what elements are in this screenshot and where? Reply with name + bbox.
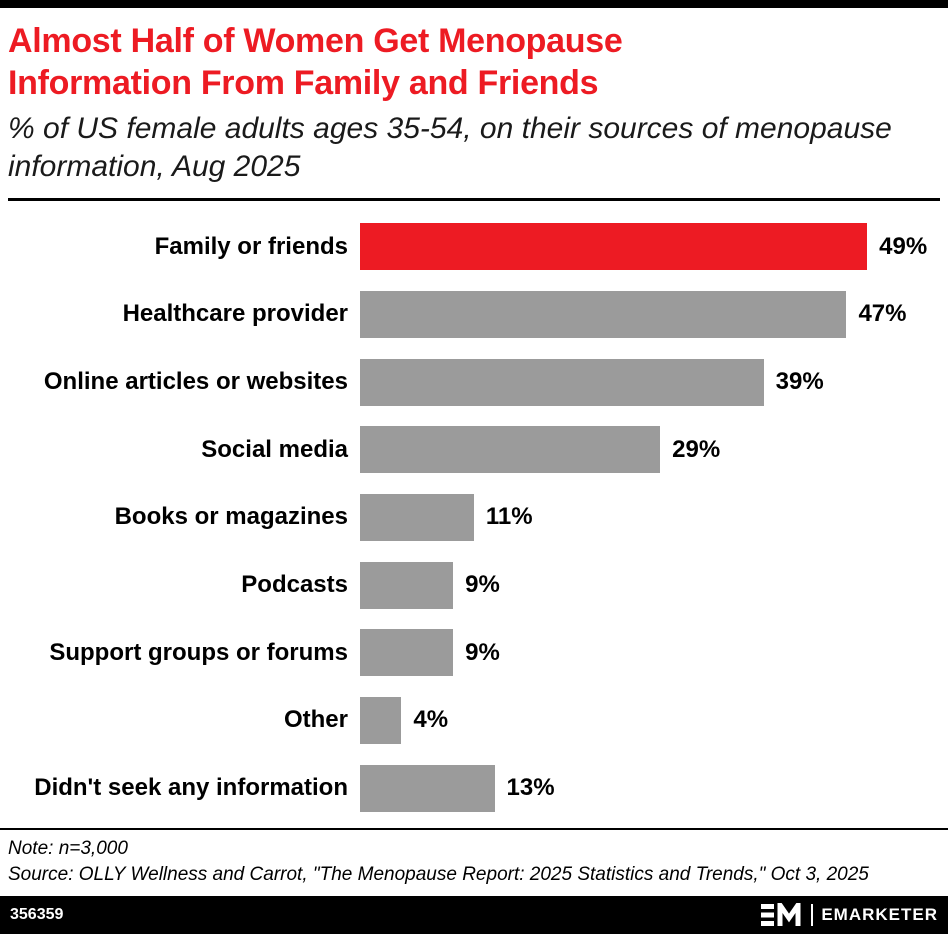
bar: [360, 696, 402, 744]
value-label: 39%: [775, 368, 824, 396]
bar: [360, 629, 454, 677]
category-label: Family or friends: [154, 232, 348, 260]
value-label: 13%: [506, 774, 555, 802]
chart-row: Healthcare provider 47%: [8, 284, 940, 345]
category-label: Books or magazines: [114, 503, 348, 531]
value-label: 11%: [485, 503, 533, 531]
bar-area: 13%: [360, 764, 940, 812]
value-label: 29%: [672, 435, 721, 463]
bar: [360, 290, 847, 338]
chart-row: Family or friends 49%: [8, 216, 940, 277]
chart-row: Books or magazines 11%: [8, 487, 940, 548]
category-label: Other: [283, 706, 348, 734]
chart-title: Almost Half of Women Get Menopause Infor…: [8, 22, 623, 102]
bar-area: 29%: [360, 426, 940, 474]
chart-header: Almost Half of Women Get Menopause Infor…: [0, 8, 948, 201]
bar-area: 11%: [360, 493, 940, 541]
bar: [360, 358, 764, 406]
value-label: 47%: [858, 300, 907, 328]
bar: [360, 764, 495, 812]
category-label: Social media: [201, 435, 348, 463]
value-label: 9%: [465, 571, 500, 599]
bar: [360, 223, 868, 271]
header-divider: [8, 198, 940, 201]
bar-area: 49%: [360, 223, 940, 271]
bar-area: 47%: [360, 290, 940, 338]
bar: [360, 426, 661, 474]
chart-rows: Family or friends 49% Healthcare provider 4…: [0, 201, 948, 828]
note-text: Note: n=3,000: [8, 838, 128, 859]
category-label: Podcasts: [241, 571, 348, 599]
bar-area: 4%: [360, 696, 940, 744]
brand-name: EMARKETER: [821, 905, 938, 924]
chart-subtitle: % of US female adults ages 35-54, on the…: [8, 112, 892, 183]
category-label: Healthcare provider: [122, 300, 348, 328]
chart-row: Didn't seek any information 13%: [8, 758, 940, 819]
bar-area: 39%: [360, 358, 940, 406]
chart-row: Other 4%: [8, 690, 940, 751]
bar-area: 9%: [360, 561, 940, 609]
category-label: Didn't seek any information: [34, 774, 348, 802]
emarketer-logo: EMARKETER: [761, 903, 938, 927]
value-label: 49%: [879, 232, 928, 260]
em-logo-icon: [761, 903, 801, 926]
top-accent-bar: [0, 0, 948, 8]
bar-area: 9%: [360, 629, 940, 677]
chart-row: Social media 29%: [8, 419, 940, 480]
chart-row: Podcasts 9%: [8, 555, 940, 616]
chart-id: 356359: [10, 906, 64, 923]
value-label: 4%: [413, 706, 449, 734]
footer-bar: 356359 EMARKETER: [0, 896, 948, 934]
chart-row: Online articles or websites 39%: [8, 352, 940, 413]
category-label: Online articles or websites: [43, 368, 348, 396]
bar: [360, 561, 454, 609]
logo-divider: [811, 904, 814, 926]
footnote-section: Note: n=3,000 Source: OLLY Wellness and …: [0, 828, 948, 896]
value-label: 9%: [465, 638, 500, 666]
bar: [360, 493, 474, 541]
source-text: Source: OLLY Wellness and Carrot, "The M…: [8, 864, 869, 885]
chart-row: Support groups or forums 9%: [8, 622, 940, 683]
category-label: Support groups or forums: [49, 638, 348, 666]
